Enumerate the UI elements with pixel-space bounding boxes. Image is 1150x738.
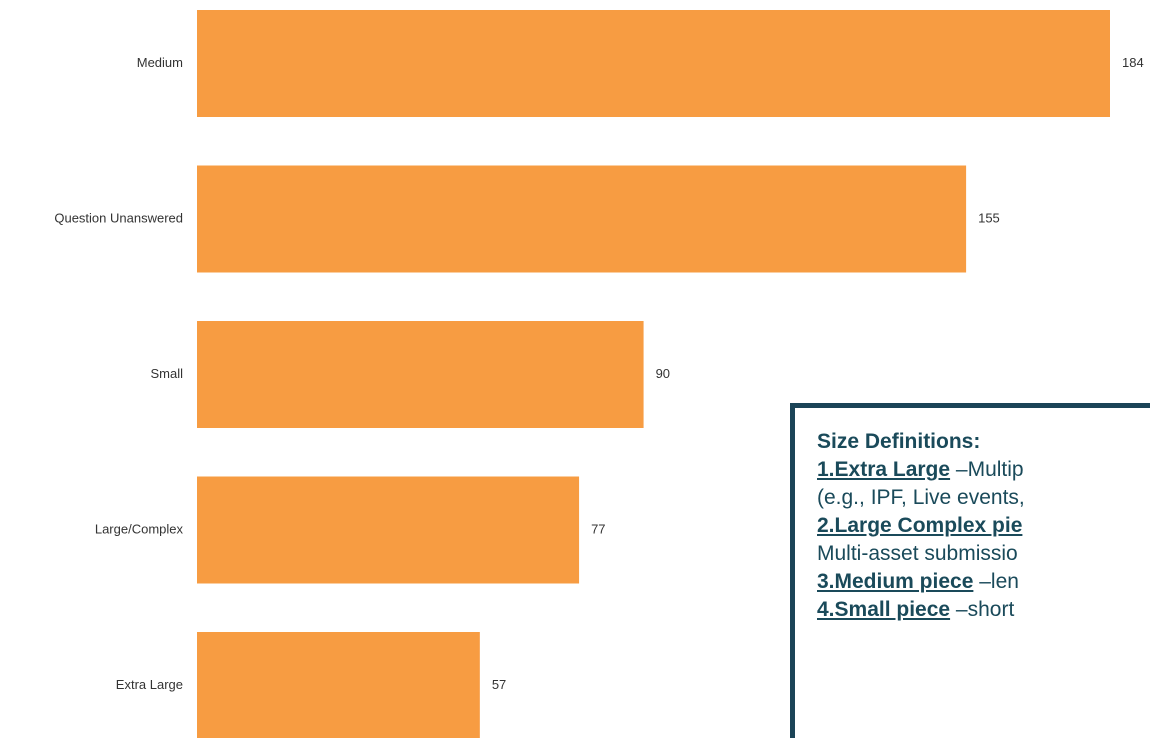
definition-term: 1.Extra Large — [817, 458, 951, 481]
value-label: 155 — [978, 210, 1000, 225]
definition-term: 4.Small piece — [817, 598, 951, 621]
definition-line: 3.Medium piece –len — [817, 568, 1150, 596]
category-label: Extra Large — [116, 677, 183, 692]
definition-text: –len — [973, 570, 1019, 593]
definition-term: 2.Large Complex pie — [817, 514, 1023, 537]
bar — [197, 321, 644, 428]
definition-text: Multi-asset submissio — [817, 542, 1018, 565]
definition-line: 1.Extra Large –Multip — [817, 456, 1150, 484]
definition-line: Multi-asset submissio — [817, 540, 1150, 568]
bar — [197, 476, 580, 584]
value-label: 57 — [492, 677, 506, 692]
bar — [197, 165, 967, 273]
bar — [197, 632, 480, 738]
category-label: Medium — [137, 55, 183, 70]
value-label: 90 — [656, 366, 670, 381]
definitions-title: Size Definitions: — [817, 430, 981, 453]
definition-line: (e.g., IPF, Live events, — [817, 484, 1150, 512]
definition-term: 3.Medium piece — [817, 570, 974, 593]
definition-text: –short — [950, 598, 1015, 621]
category-label: Question Unanswered — [54, 210, 183, 225]
category-label: Small — [150, 366, 183, 381]
value-label: 77 — [591, 521, 605, 536]
bar — [197, 10, 1110, 117]
category-label: Large/Complex — [95, 521, 184, 536]
definition-line: 2.Large Complex pie — [817, 512, 1150, 540]
definition-text: –Multip — [950, 458, 1024, 481]
value-label: 184 — [1122, 55, 1144, 70]
definition-text: (e.g., IPF, Live events, — [817, 486, 1025, 509]
definition-line: 4.Small piece –short — [817, 596, 1150, 624]
definitions-box: Size Definitions: 1.Extra Large –Multip(… — [790, 403, 1150, 738]
